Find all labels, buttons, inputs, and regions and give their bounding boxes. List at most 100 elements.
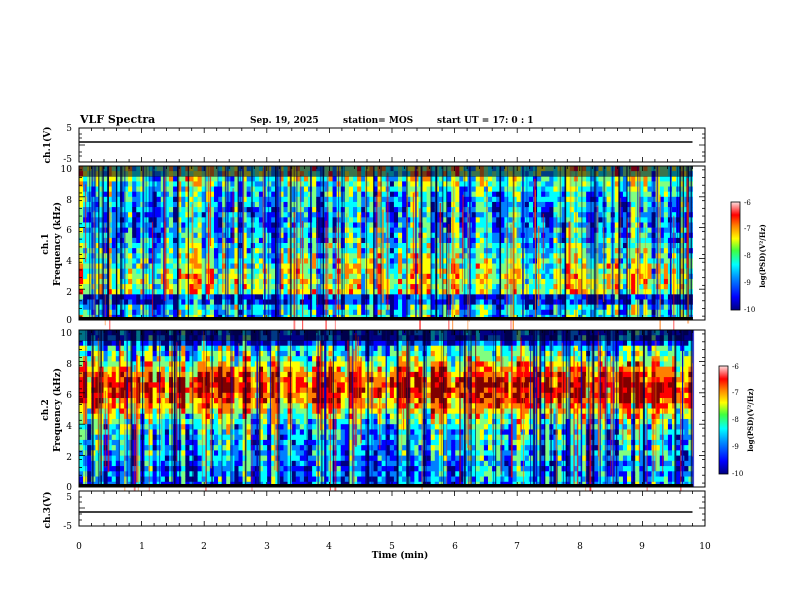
ch1-spectrogram-streak	[653, 166, 655, 320]
ch1-spectrogram-cell	[377, 294, 383, 300]
ch1-spectrogram-cell	[618, 309, 624, 316]
ch1-spectrogram-cell	[398, 258, 403, 264]
ch1-spectrogram-cell	[590, 248, 595, 254]
ch1-spectrogram-cell	[185, 217, 190, 223]
ch1-spectrogram-cell	[557, 217, 562, 223]
ch1-spectrogram-cell	[492, 181, 497, 187]
ch1-spectrogram-cell	[643, 176, 648, 182]
ch1-spectrogram-cell	[479, 181, 485, 187]
ch1-colorbar-tick-minus10: -10	[744, 306, 755, 314]
ch1-spectrogram-cell	[553, 232, 558, 239]
ch1-spectrogram-cell	[561, 309, 567, 316]
ch1-spectrogram-cell	[267, 201, 272, 208]
ch1-spectrogram-cell	[344, 237, 350, 244]
ch1-spectrogram-cell	[389, 201, 395, 208]
ch1-spectrogram-cell	[132, 201, 137, 208]
ch1-spectrogram-cell	[643, 212, 648, 218]
ch1-spectrogram-cell	[123, 181, 129, 187]
ch1-spectrogram-cell	[316, 304, 321, 311]
ch1-spectrogram-cell	[312, 263, 317, 270]
ch1-spectrogram-cell	[422, 253, 428, 259]
ch1-spectrogram-cell	[218, 304, 223, 311]
ch1-spectrogram-cell	[426, 196, 432, 203]
ch1-spectrogram-cell	[156, 253, 162, 259]
ch1-spectrogram-cell	[201, 309, 207, 316]
ch1-spectrogram-cell	[320, 222, 325, 228]
ch1-spectrogram-cell	[590, 258, 595, 264]
ch1-spectrogram-burst	[686, 178, 689, 268]
ch1-spectrogram-cell	[152, 176, 158, 182]
ch1-spectrogram-cell	[463, 207, 468, 213]
ch1-spectrogram-burst	[382, 209, 384, 303]
ch1-spectrogram-cell	[541, 176, 546, 182]
ch1-spectrogram-cell	[283, 253, 288, 259]
ch1-spectrogram-cell	[152, 212, 158, 218]
ch1-spectrogram-cell	[156, 268, 162, 275]
ch1-spectrogram-cell	[643, 243, 648, 249]
ch1-spectrogram-burst	[109, 207, 111, 340]
ch1-spectrogram-cell	[177, 207, 182, 213]
ch1-spectrogram-cell	[258, 268, 264, 275]
ch1-spectrogram-cell	[123, 186, 129, 193]
ch1-spectrogram-cell	[463, 268, 468, 275]
ch1-spectrogram-cell	[222, 222, 227, 228]
ch1-spectrogram-cell	[168, 232, 174, 239]
ch1-spectrogram-cell	[451, 186, 456, 193]
ch1-spectrogram-cell	[659, 263, 665, 270]
ch1-spectrogram-cell	[487, 304, 493, 311]
ch1-spectrogram-cell	[381, 186, 387, 193]
ch1-spectrogram-cell	[496, 304, 501, 311]
ch1-spectrogram-cell	[553, 227, 558, 234]
ch1-spectrogram-cell	[177, 304, 182, 311]
ch1-spectrogram-cell	[348, 232, 354, 239]
ch1-spectrogram-cell	[348, 212, 354, 218]
ch1-spectrogram-cell	[393, 243, 399, 249]
ch1-spectrogram-cell	[267, 237, 272, 244]
ch1-spectrogram-cell	[316, 248, 321, 254]
ch1-spectrogram-cell	[353, 243, 358, 249]
ch1-spectrogram-cell	[316, 222, 321, 228]
ch1-spectrogram-cell	[254, 273, 260, 280]
ch1-spectrogram-cell	[627, 176, 632, 182]
ch1-spectrogram-cell	[443, 268, 448, 275]
ch1-spectrogram-streak	[522, 166, 524, 320]
ch1-spectrogram-cell	[320, 268, 325, 275]
ch1-spectrogram-cell	[357, 278, 362, 285]
ch1-spectrogram-cell	[438, 289, 444, 295]
ch1-spectrogram-cell	[672, 212, 677, 218]
ch1-spectrogram-cell	[680, 176, 685, 182]
ch1-spectrogram-cell	[181, 222, 186, 228]
ch1-spectrogram-cell	[504, 273, 509, 280]
ch1-spectrogram-cell	[279, 294, 284, 300]
ch1-spectrogram-cell	[361, 196, 366, 203]
ch1-spectrogram-cell	[569, 253, 575, 259]
ch1-spectrogram-cell	[246, 304, 252, 311]
ch1-spectrogram-cell	[569, 263, 575, 270]
ch1-waveform-ylabel: ch.1(V)	[42, 127, 53, 164]
ch1-spectrogram-cell	[103, 227, 109, 234]
ch1-spectrogram-cell	[152, 243, 158, 249]
ch1-spectrogram-cell	[602, 258, 607, 264]
ch1-spectrogram-cell	[205, 299, 211, 305]
ch1-spectrogram-cell	[516, 268, 522, 275]
ch1-spectrogram-cell	[316, 207, 321, 213]
ch1-spectrogram-cell	[303, 268, 309, 275]
ch1-spectrogram-cell	[618, 212, 624, 218]
ch1-spectrogram-cell	[320, 299, 325, 305]
ch1-spectrogram-cell	[528, 294, 534, 300]
ch1-spectrogram-burst	[569, 171, 572, 269]
ch1-spectrogram-cell	[91, 243, 96, 249]
ch1-spectrogram-streak	[679, 166, 682, 320]
ch1-spectrogram-cell	[377, 227, 383, 234]
ch1-spectrogram-cell	[528, 309, 534, 316]
ch1-spectrogram-cell	[389, 304, 395, 311]
ch1-spectrogram-cell	[586, 222, 591, 228]
ch1-spectrogram-cell	[369, 309, 374, 316]
ch1-spectrogram-cell	[398, 273, 403, 280]
ch1-spectrogram-cell	[377, 237, 383, 244]
ch1-spectrogram-cell	[348, 191, 354, 198]
ch1-spectrogram-cell	[344, 212, 350, 218]
ch1-spectrogram-cell	[627, 284, 632, 290]
ch1-spectrogram-cell	[148, 237, 154, 244]
ch1-spectrogram-cell	[316, 309, 321, 316]
